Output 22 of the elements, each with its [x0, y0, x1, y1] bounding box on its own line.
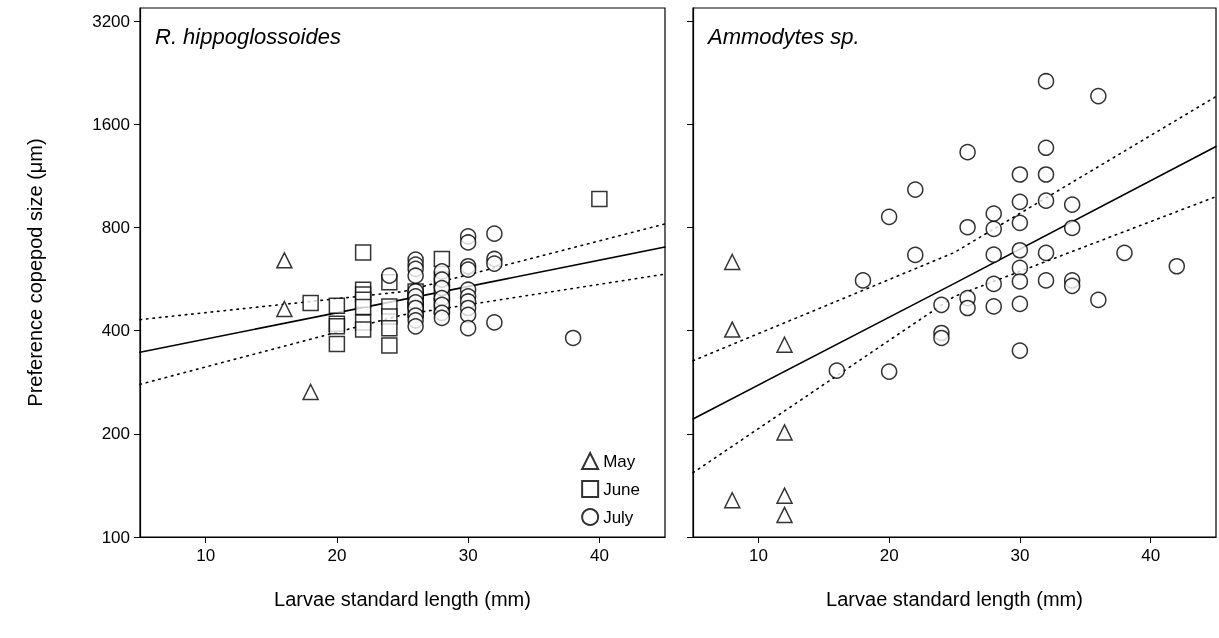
- y-tick-label: 400: [101, 321, 130, 341]
- x-axis-title: Larvae standard length (mm): [826, 588, 1083, 610]
- y-tick-label: 3200: [92, 11, 130, 31]
- y-tick-label: 100: [101, 527, 130, 547]
- x-tick-label: 10: [748, 546, 768, 565]
- x-tick-label: 30: [1010, 546, 1030, 565]
- legend-label: June: [603, 479, 641, 499]
- y-tick-label: 1600: [92, 114, 130, 134]
- x-tick-label: 40: [589, 546, 609, 565]
- y-axis-title: Preference copepod size (μm): [24, 138, 46, 407]
- x-tick-label: 30: [458, 546, 478, 565]
- x-tick-label: 20: [327, 546, 347, 565]
- x-tick-label: 10: [196, 546, 216, 565]
- legend-label: May: [603, 451, 636, 471]
- legend-label: July: [603, 507, 634, 527]
- y-tick-label: 800: [101, 218, 130, 238]
- text: R. hippoglossoides: [155, 23, 341, 49]
- x-tick-label: 20: [879, 546, 899, 565]
- x-axis-title: Larvae standard length (mm): [274, 588, 531, 610]
- y-tick-label: 200: [101, 424, 130, 444]
- x-tick-label: 40: [1141, 546, 1161, 565]
- text: Ammodytes sp.: [706, 23, 860, 49]
